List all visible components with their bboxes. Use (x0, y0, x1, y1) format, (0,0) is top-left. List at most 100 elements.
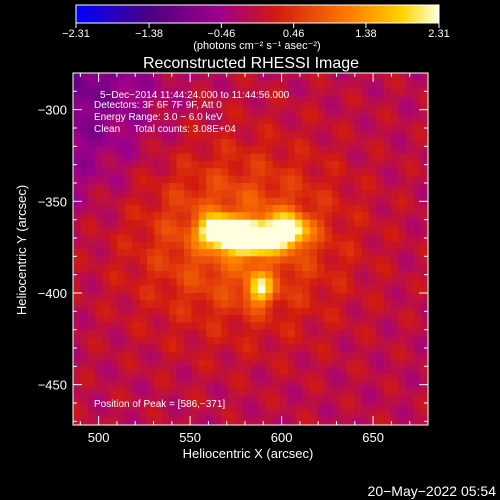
heatmap-cell (302, 249, 311, 257)
heatmap-cell (302, 285, 311, 294)
heatmap-cell (176, 190, 185, 199)
heatmap-cell (213, 322, 222, 331)
heatmap-cell (87, 109, 96, 118)
heatmap-cell (109, 73, 118, 81)
heatmap-cell (368, 212, 377, 221)
heatmap-cell (154, 212, 163, 221)
heatmap-cell (391, 131, 400, 140)
heatmap-cell (235, 227, 244, 235)
heatmap-cell (413, 95, 422, 103)
heatmap-cell (87, 73, 96, 81)
heatmap-cell (243, 241, 252, 250)
heatmap-cell (302, 293, 311, 301)
heatmap-cell (376, 395, 385, 404)
heatmap-cell (183, 395, 192, 404)
heatmap-cell (132, 139, 141, 147)
heatmap-cell (339, 161, 348, 169)
heatmap-cell (161, 131, 170, 140)
heatmap-cell (146, 102, 155, 111)
heatmap-cell (95, 80, 104, 89)
heatmap-cell (124, 139, 133, 147)
heatmap-cell (257, 87, 266, 96)
heatmap-cell (80, 234, 89, 243)
heatmap-cell (213, 263, 222, 272)
heatmap-cell (80, 410, 89, 419)
heatmap-cell (368, 410, 377, 419)
heatmap-cell (405, 139, 414, 147)
heatmap-cell (206, 278, 215, 287)
heatmap-cell (309, 373, 318, 382)
heatmap-cell (213, 381, 222, 389)
heatmap-cell (87, 219, 96, 228)
heatmap-cell (243, 366, 252, 375)
heatmap-cell (324, 190, 333, 199)
heatmap-cell (220, 337, 229, 345)
heatmap-cell (383, 388, 392, 397)
heatmap-cell (228, 285, 237, 294)
heatmap-cell (87, 95, 96, 103)
heatmap-cell (368, 95, 377, 103)
heatmap-cell (324, 183, 333, 191)
heatmap-cell (95, 190, 104, 199)
heatmap-cell (376, 337, 385, 345)
heatmap-cell (331, 373, 340, 382)
heatmap-cell (346, 124, 355, 133)
heatmap-cell (235, 109, 244, 118)
heatmap-cell (213, 117, 222, 125)
heatmap-cell (161, 249, 170, 257)
heatmap-cell (146, 359, 155, 367)
heatmap-cell (405, 124, 414, 133)
heatmap-cell (139, 388, 148, 397)
heatmap-cell (102, 263, 111, 272)
heatmap-cell (250, 293, 259, 301)
heatmap-cell (272, 234, 281, 243)
heatmap-cell (368, 366, 377, 375)
heatmap-cell (132, 124, 141, 133)
heatmap-cell (109, 395, 118, 404)
heatmap-cell (294, 322, 303, 331)
heatmap-cell (294, 403, 303, 411)
heatmap-cell (339, 388, 348, 397)
heatmap-cell (139, 271, 148, 279)
heatmap-cell (176, 153, 185, 162)
heatmap-cell (391, 337, 400, 345)
x-axis-label: Heliocentric X (arcsec) (183, 446, 314, 461)
heatmap-cell (280, 307, 289, 316)
heatmap-cell (280, 359, 289, 367)
heatmap-cell (413, 351, 422, 360)
heatmap-cell (109, 139, 118, 147)
heatmap-cell (124, 256, 133, 265)
heatmap-cell (294, 271, 303, 279)
heatmap-cell (95, 315, 104, 323)
heatmap-cell (109, 315, 118, 323)
heatmap-cell (161, 241, 170, 250)
heatmap-cell (272, 109, 281, 118)
heatmap-cell (102, 234, 111, 243)
heatmap-cell (331, 161, 340, 169)
heatmap-cell (124, 146, 133, 155)
heatmap-cell (161, 219, 170, 228)
heatmap-cell (169, 417, 178, 426)
heatmap-cell (139, 146, 148, 155)
heatmap-cell (331, 256, 340, 265)
heatmap-cell (317, 146, 326, 155)
heatmap-cell (391, 80, 400, 89)
heatmap-cell (361, 197, 370, 206)
heatmap-cell (309, 381, 318, 389)
heatmap-cell (132, 227, 141, 235)
heatmap-cell (176, 388, 185, 397)
heatmap-cell (243, 307, 252, 316)
heatmap-cell (80, 87, 89, 96)
heatmap-cell (368, 197, 377, 206)
heatmap-cell (413, 249, 422, 257)
heatmap-cell (272, 227, 281, 235)
heatmap-cell (331, 219, 340, 228)
heatmap-cell (368, 168, 377, 177)
heatmap-cell (391, 388, 400, 397)
heatmap-cell (243, 263, 252, 272)
heatmap-cell (176, 293, 185, 301)
heatmap-cell (398, 410, 407, 419)
heatmap-cell (346, 315, 355, 323)
heatmap-cell (213, 307, 222, 316)
heatmap-cell (243, 80, 252, 89)
